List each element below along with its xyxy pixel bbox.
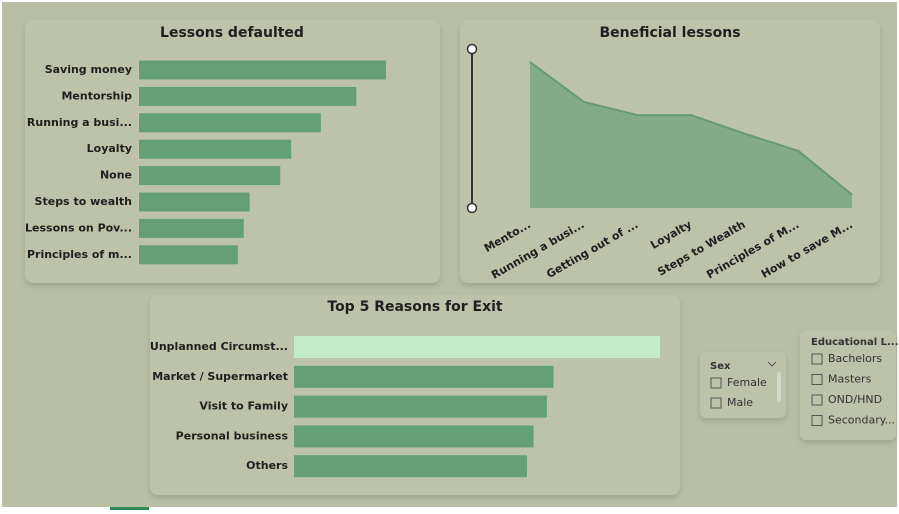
area [530,62,852,208]
bar[interactable] [139,60,386,80]
y-tick-label: Market / Supermarket [152,370,288,383]
tab-indicator [110,507,149,510]
chart-title: Beneficial lessons [599,25,740,41]
y-tick-label: Running a busi... [27,116,132,129]
dropdown-chevron[interactable] [767,361,777,367]
y-tick-label: Personal business [176,429,289,442]
line [529,61,853,196]
chart-title: Top 5 Reasons for Exit [327,299,503,315]
bar[interactable] [139,113,321,133]
slider-handle[interactable] [466,43,478,55]
y-tick-label: Lessons on Pov... [25,221,132,234]
checkbox[interactable] [811,374,823,385]
bar[interactable] [294,455,527,478]
y-tick-label: Others [246,459,288,472]
y-tick-label: Steps to wealth [35,195,132,208]
chart-title: Lessons defaulted [160,25,304,41]
y-tick-label: Loyalty [87,142,132,155]
y-tick-label: Saving money [45,63,132,76]
bar[interactable] [139,139,292,159]
bar[interactable] [294,395,547,418]
slider-handle[interactable] [466,202,478,214]
y-tick-label: None [100,169,132,182]
slicer-item[interactable]: Male [727,396,753,409]
y-tick-label: Visit to Family [199,400,288,413]
checkbox[interactable] [811,353,823,365]
slicer-title: Sex [710,361,731,372]
y-tick-label: Unplanned Circumst... [150,340,288,353]
bar[interactable] [294,425,534,448]
slicer-title: Educational L... [811,337,898,348]
bar[interactable] [139,86,357,106]
slicer-item[interactable]: Masters [828,373,872,386]
slicer-item[interactable]: Secondary... [828,414,895,427]
checkbox[interactable] [710,397,722,409]
bar[interactable] [294,336,660,358]
checkbox[interactable] [811,415,823,426]
checkbox[interactable] [710,377,722,389]
scrollbar [777,372,781,402]
bar[interactable] [139,166,281,186]
slicer-item[interactable]: OND/HND [828,393,882,406]
slicer-item[interactable]: Female [727,376,767,389]
bar[interactable] [139,192,250,212]
y-tick-label: Mentorship [61,89,132,102]
bar[interactable] [139,218,244,238]
slicer-panel [800,330,896,440]
checkbox[interactable] [811,394,823,406]
bar[interactable] [294,365,554,388]
slicer-item[interactable]: Bachelors [828,352,882,365]
y-tick-label: Principles of m... [27,248,132,261]
bar[interactable] [139,245,238,265]
